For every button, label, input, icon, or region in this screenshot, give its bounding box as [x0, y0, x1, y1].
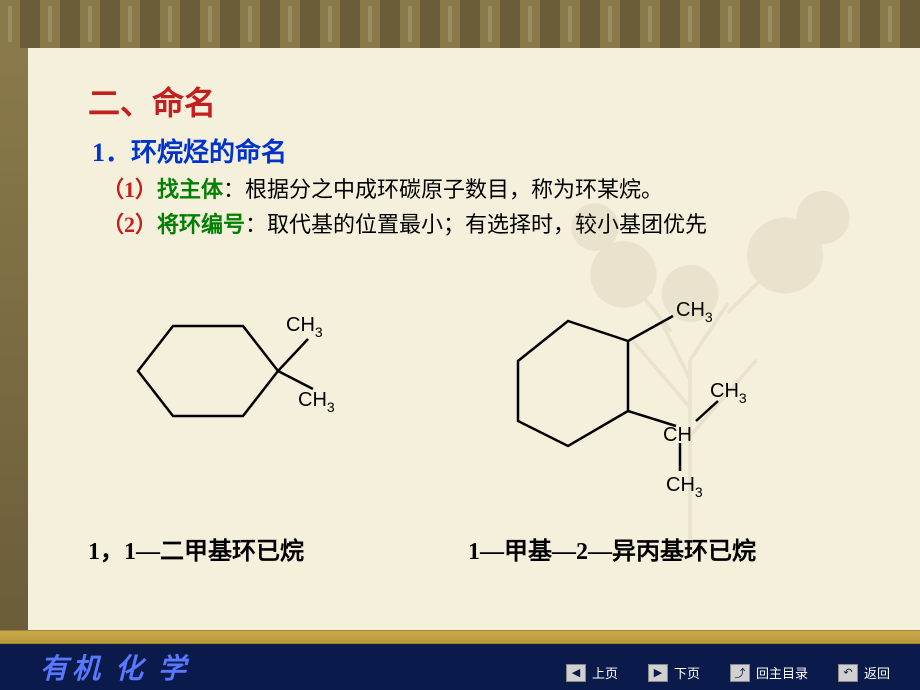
- footer: 有机 化 学 ◀ 上页 ▶ 下页 ⤴ 回主目录 ↶ 返回: [0, 630, 920, 690]
- molecule-1-name: 1，1—二甲基环已烷: [88, 531, 468, 566]
- slide-content: 二、命名 1．环烷烃的命名 （1）找主体：根据分之中成环碳原子数目，称为环某烷。…: [28, 48, 920, 630]
- rule-1-key: 找主体: [157, 177, 223, 202]
- nav-back-label: 返回: [864, 663, 890, 682]
- nav-prev-label: 上页: [592, 663, 618, 682]
- molecule-2: CH3 CH CH3 CH3: [458, 281, 758, 501]
- nav-next-label: 下页: [674, 663, 700, 682]
- molecule-1-svg: CH3 CH3: [108, 281, 338, 461]
- nav-back[interactable]: ↶ 返回: [838, 663, 890, 682]
- rule-1-num: （1）: [102, 177, 157, 202]
- nav-next[interactable]: ▶ 下页: [648, 663, 700, 682]
- decorative-top-border: [0, 0, 920, 48]
- names-row: 1，1—二甲基环已烷 1—甲基—2—异丙基环已烷: [88, 531, 900, 566]
- footer-stripe: [0, 630, 920, 644]
- rule-1-text: ：根据分之中成环碳原子数目，称为环某烷。: [223, 177, 663, 202]
- section-heading: 二、命名: [88, 78, 900, 124]
- decorative-left-border: [0, 48, 28, 630]
- nav-home[interactable]: ⤴ 回主目录: [730, 663, 808, 682]
- m2-ch3-top: CH3: [676, 299, 713, 325]
- nav-home-label: 回主目录: [756, 663, 808, 682]
- molecule-2-svg: CH3 CH CH3 CH3: [458, 281, 758, 501]
- rule-1: （1）找主体：根据分之中成环碳原子数目，称为环某烷。: [102, 175, 900, 206]
- home-icon: ⤴: [730, 664, 750, 682]
- rule-2: （2）将环编号：取代基的位置最小；有选择时，较小基团优先: [102, 210, 900, 241]
- molecule-1: CH3 CH3: [108, 281, 338, 501]
- footer-title: 有机 化 学: [40, 647, 190, 687]
- rule-2-text: ：取代基的位置最小；有选择时，较小基团优先: [245, 212, 707, 237]
- diagrams-row: CH3 CH3 CH3 CH: [108, 281, 900, 501]
- molecule-2-name: 1—甲基—2—异丙基环已烷: [468, 531, 756, 566]
- prev-icon: ◀: [566, 664, 586, 682]
- rule-2-num: （2）: [102, 212, 157, 237]
- m2-ch: CH: [663, 424, 692, 446]
- footer-bar: 有机 化 学 ◀ 上页 ▶ 下页 ⤴ 回主目录 ↶ 返回: [0, 644, 920, 690]
- m1-ch3-top: CH3: [286, 314, 323, 340]
- rule-2-key: 将环编号: [157, 212, 245, 237]
- next-icon: ▶: [648, 664, 668, 682]
- subsection-heading: 1．环烷烃的命名: [92, 132, 900, 169]
- back-icon: ↶: [838, 664, 858, 682]
- nav-prev[interactable]: ◀ 上页: [566, 663, 618, 682]
- footer-nav: ◀ 上页 ▶ 下页 ⤴ 回主目录 ↶ 返回: [566, 663, 890, 682]
- m1-ch3-bot: CH3: [298, 389, 335, 415]
- m2-ch3-bottom: CH3: [666, 474, 703, 500]
